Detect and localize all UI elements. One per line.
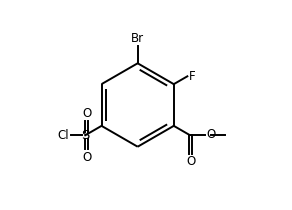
Text: Cl: Cl [58, 129, 69, 142]
Text: O: O [82, 107, 91, 120]
Text: S: S [81, 129, 89, 142]
Text: O: O [206, 128, 215, 141]
Text: F: F [189, 70, 196, 83]
Text: O: O [186, 155, 195, 168]
Text: O: O [82, 151, 91, 164]
Text: Br: Br [131, 32, 144, 45]
